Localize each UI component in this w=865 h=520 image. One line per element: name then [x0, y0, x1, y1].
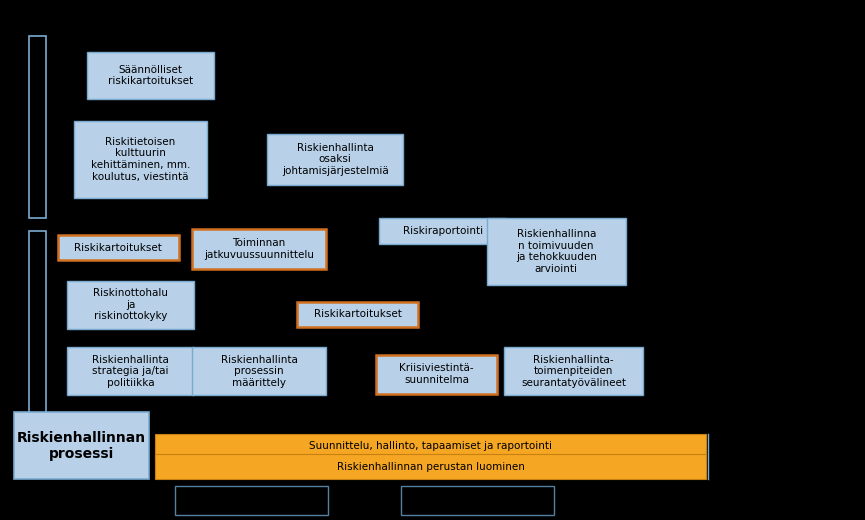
- Text: Riskienhallinta
prosessin
määrittely: Riskienhallinta prosessin määrittely: [221, 355, 298, 388]
- FancyBboxPatch shape: [67, 281, 194, 329]
- FancyBboxPatch shape: [379, 218, 506, 244]
- FancyBboxPatch shape: [14, 412, 150, 479]
- FancyBboxPatch shape: [376, 355, 497, 394]
- Text: Toiminnan
jatkuvuussuunnittelu: Toiminnan jatkuvuussuunnittelu: [204, 238, 314, 260]
- FancyBboxPatch shape: [486, 218, 626, 285]
- FancyBboxPatch shape: [298, 302, 418, 327]
- Text: Kriisiviestintä-
suunnitelma: Kriisiviestintä- suunnitelma: [400, 363, 474, 385]
- Text: Riskitietoisen
kulttuurin
kehittäminen, mm.
koulutus, viestintä: Riskitietoisen kulttuurin kehittäminen, …: [91, 137, 190, 181]
- Text: Riskienhallinna
n toimivuuden
ja tehokkuuden
arviointi: Riskienhallinna n toimivuuden ja tehokku…: [516, 229, 597, 274]
- Text: Säännölliset
riskikartoitukset: Säännölliset riskikartoitukset: [108, 64, 193, 86]
- FancyBboxPatch shape: [503, 347, 643, 395]
- Text: Riskienhallinta
strategia ja/tai
politiikka: Riskienhallinta strategia ja/tai politii…: [92, 355, 169, 388]
- FancyBboxPatch shape: [176, 486, 329, 515]
- FancyBboxPatch shape: [192, 347, 326, 395]
- Text: Suunnittelu, hallinto, tapaamiset ja raportointi: Suunnittelu, hallinto, tapaamiset ja rap…: [309, 441, 552, 451]
- Text: Riskinottohalu
ja
riskinottokyky: Riskinottohalu ja riskinottokyky: [93, 288, 168, 321]
- Text: Riskienhallinnan
prosessi: Riskienhallinnan prosessi: [17, 431, 146, 461]
- Text: Riskikartoitukset: Riskikartoitukset: [74, 242, 163, 253]
- Text: Riskienhallinnan perustan luominen: Riskienhallinnan perustan luominen: [336, 462, 524, 472]
- FancyBboxPatch shape: [267, 134, 403, 185]
- FancyBboxPatch shape: [74, 121, 207, 198]
- FancyBboxPatch shape: [192, 229, 326, 269]
- FancyBboxPatch shape: [86, 52, 214, 99]
- Text: Riskiraportointi: Riskiraportointi: [402, 226, 483, 237]
- Text: Riskienhallinta
osaksi
johtamisjärjestelmiä: Riskienhallinta osaksi johtamisjärjestel…: [282, 142, 388, 176]
- FancyBboxPatch shape: [67, 347, 194, 395]
- FancyBboxPatch shape: [58, 235, 179, 260]
- Text: Riskikartoitukset: Riskikartoitukset: [314, 309, 401, 319]
- FancyBboxPatch shape: [156, 434, 706, 459]
- Text: Riskienhallinta-
toimenpiteiden
seurantatyövälineet: Riskienhallinta- toimenpiteiden seuranta…: [521, 355, 626, 388]
- FancyBboxPatch shape: [156, 454, 706, 479]
- FancyBboxPatch shape: [400, 486, 554, 515]
